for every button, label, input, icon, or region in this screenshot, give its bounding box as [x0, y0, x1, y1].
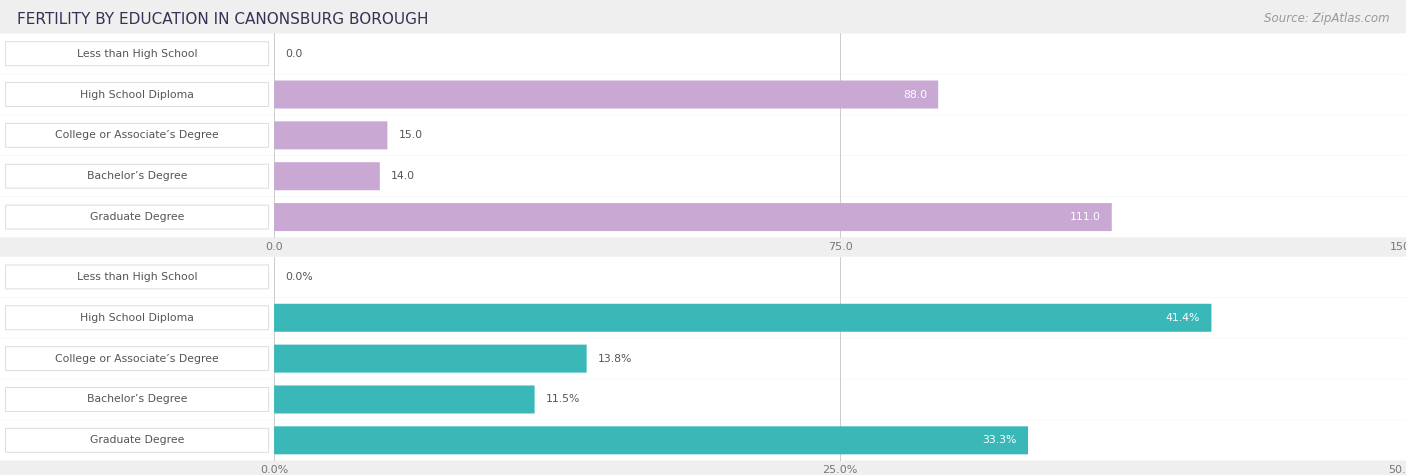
FancyBboxPatch shape: [0, 156, 1406, 197]
Text: Bachelor’s Degree: Bachelor’s Degree: [87, 394, 187, 405]
FancyBboxPatch shape: [0, 74, 1406, 115]
FancyBboxPatch shape: [6, 265, 269, 289]
FancyBboxPatch shape: [6, 388, 269, 411]
Text: Source: ZipAtlas.com: Source: ZipAtlas.com: [1264, 12, 1389, 25]
Text: 11.5%: 11.5%: [546, 394, 581, 405]
Text: Less than High School: Less than High School: [77, 272, 197, 282]
Text: College or Associate’s Degree: College or Associate’s Degree: [55, 353, 219, 364]
FancyBboxPatch shape: [0, 115, 1406, 156]
Text: College or Associate’s Degree: College or Associate’s Degree: [55, 130, 219, 141]
Text: Bachelor’s Degree: Bachelor’s Degree: [87, 171, 187, 181]
FancyBboxPatch shape: [274, 122, 388, 149]
FancyBboxPatch shape: [0, 197, 1406, 238]
Text: 13.8%: 13.8%: [598, 353, 633, 364]
Text: 0.0%: 0.0%: [285, 272, 314, 282]
FancyBboxPatch shape: [274, 427, 1028, 454]
Text: 111.0: 111.0: [1070, 212, 1101, 222]
FancyBboxPatch shape: [0, 420, 1406, 461]
FancyBboxPatch shape: [274, 304, 1212, 332]
Text: 0.0: 0.0: [285, 48, 302, 59]
Text: High School Diploma: High School Diploma: [80, 89, 194, 100]
FancyBboxPatch shape: [274, 81, 938, 108]
FancyBboxPatch shape: [274, 203, 1112, 231]
FancyBboxPatch shape: [6, 306, 269, 330]
FancyBboxPatch shape: [0, 379, 1406, 420]
Text: 14.0: 14.0: [391, 171, 415, 181]
FancyBboxPatch shape: [6, 124, 269, 147]
Text: Graduate Degree: Graduate Degree: [90, 212, 184, 222]
FancyBboxPatch shape: [274, 386, 534, 413]
FancyBboxPatch shape: [0, 256, 1406, 297]
Text: 41.4%: 41.4%: [1166, 313, 1201, 323]
FancyBboxPatch shape: [0, 297, 1406, 338]
FancyBboxPatch shape: [6, 83, 269, 106]
Text: FERTILITY BY EDUCATION IN CANONSBURG BOROUGH: FERTILITY BY EDUCATION IN CANONSBURG BOR…: [17, 12, 429, 27]
FancyBboxPatch shape: [6, 428, 269, 452]
Text: 88.0: 88.0: [903, 89, 927, 100]
FancyBboxPatch shape: [0, 338, 1406, 379]
FancyBboxPatch shape: [274, 162, 380, 190]
Text: 15.0: 15.0: [399, 130, 423, 141]
FancyBboxPatch shape: [6, 164, 269, 188]
FancyBboxPatch shape: [6, 42, 269, 66]
FancyBboxPatch shape: [6, 205, 269, 229]
Text: Less than High School: Less than High School: [77, 48, 197, 59]
Text: High School Diploma: High School Diploma: [80, 313, 194, 323]
FancyBboxPatch shape: [274, 345, 586, 372]
FancyBboxPatch shape: [0, 33, 1406, 74]
FancyBboxPatch shape: [6, 347, 269, 370]
Text: 33.3%: 33.3%: [983, 435, 1017, 446]
Text: Graduate Degree: Graduate Degree: [90, 435, 184, 446]
